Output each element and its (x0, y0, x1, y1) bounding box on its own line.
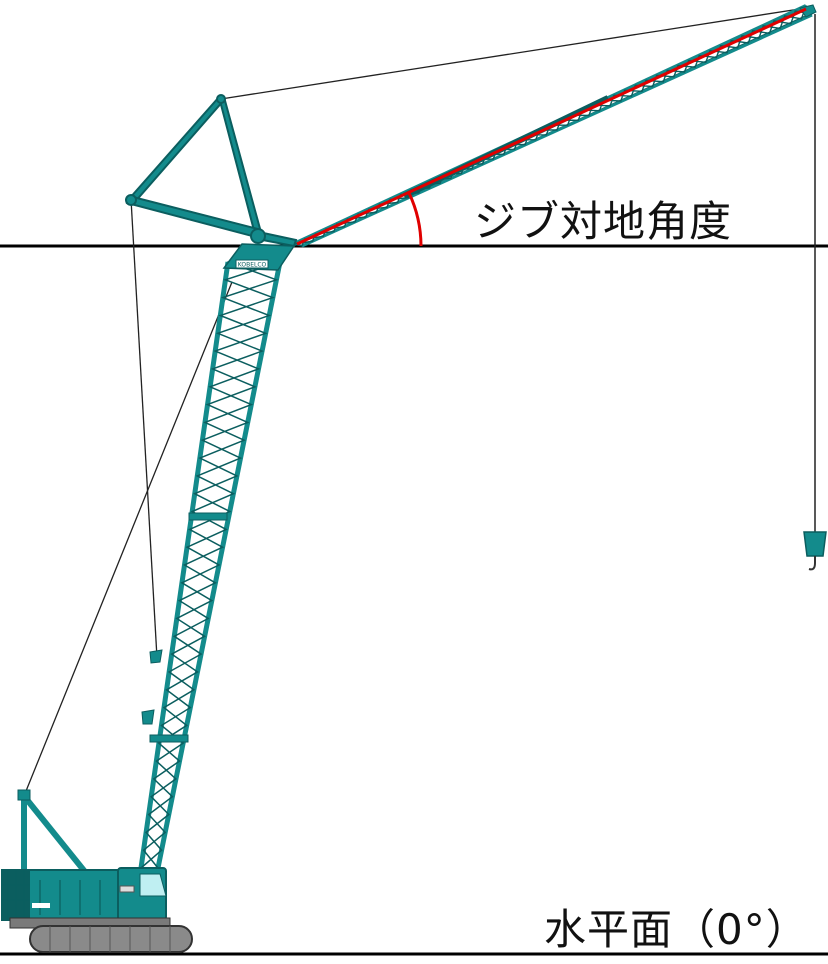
cab-window (139, 873, 167, 897)
jib-angle-label: ジブ対地角度 (474, 197, 733, 246)
jib-angle-marker (296, 7, 807, 247)
crane-base (1, 789, 193, 953)
jib-lattice (291, 4, 817, 248)
crawler-track (29, 925, 193, 953)
jib-strut-frame (125, 94, 298, 248)
main-boom: KOBELCO (138, 243, 296, 869)
boom-logo: KOBELCO (238, 262, 267, 269)
horizontal-plane-label: 水平面（0°） (544, 905, 809, 954)
support-ropes (23, 7, 807, 797)
hook-block (803, 14, 827, 571)
